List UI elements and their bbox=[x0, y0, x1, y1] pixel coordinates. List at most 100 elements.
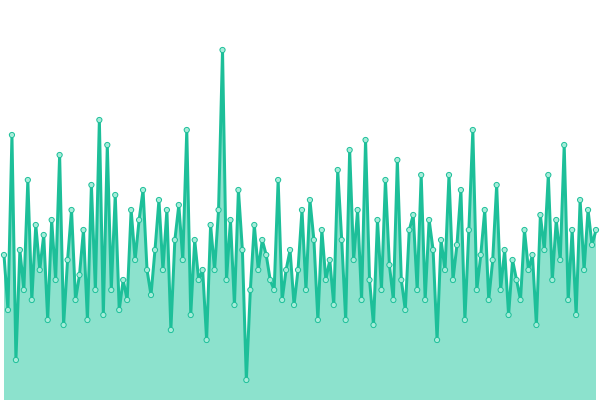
point bbox=[402, 306, 409, 314]
point bbox=[517, 296, 524, 304]
point bbox=[390, 296, 397, 304]
point bbox=[565, 296, 572, 304]
point bbox=[445, 171, 453, 179]
point bbox=[175, 201, 182, 209]
point bbox=[525, 266, 532, 274]
point bbox=[179, 256, 186, 264]
point bbox=[32, 221, 39, 229]
point bbox=[362, 136, 369, 144]
point bbox=[386, 261, 393, 269]
point bbox=[461, 316, 468, 324]
point bbox=[255, 266, 262, 274]
point bbox=[183, 126, 190, 134]
point bbox=[147, 291, 155, 299]
point bbox=[497, 286, 504, 294]
point bbox=[64, 256, 71, 264]
point bbox=[199, 266, 206, 274]
point bbox=[151, 246, 159, 254]
point bbox=[481, 206, 488, 214]
point bbox=[441, 266, 449, 274]
point bbox=[342, 316, 349, 324]
point bbox=[437, 236, 445, 244]
point bbox=[211, 266, 218, 274]
point bbox=[116, 306, 123, 314]
line bbox=[2, 48, 598, 382]
point bbox=[318, 226, 325, 234]
point bbox=[588, 241, 596, 249]
point bbox=[485, 296, 492, 304]
point bbox=[430, 246, 437, 254]
point bbox=[382, 176, 389, 184]
point bbox=[457, 186, 465, 194]
point bbox=[433, 336, 441, 344]
point bbox=[314, 316, 321, 324]
point bbox=[306, 196, 314, 204]
point bbox=[195, 276, 202, 284]
point bbox=[513, 276, 520, 284]
point bbox=[155, 196, 163, 204]
point bbox=[422, 296, 429, 304]
point bbox=[541, 246, 548, 254]
point bbox=[275, 176, 282, 184]
point bbox=[573, 311, 580, 319]
point bbox=[163, 206, 170, 214]
point bbox=[4, 306, 12, 314]
point bbox=[286, 246, 294, 254]
point bbox=[561, 141, 568, 149]
point bbox=[263, 251, 270, 259]
point bbox=[271, 286, 278, 294]
point bbox=[143, 266, 151, 274]
point bbox=[251, 221, 258, 229]
point bbox=[120, 276, 127, 284]
point bbox=[533, 321, 540, 329]
point bbox=[453, 241, 461, 249]
point bbox=[509, 256, 516, 264]
point bbox=[16, 246, 23, 254]
point bbox=[239, 246, 246, 254]
point bbox=[366, 276, 373, 284]
point bbox=[223, 276, 230, 284]
point bbox=[231, 301, 238, 309]
point bbox=[449, 276, 457, 284]
point bbox=[139, 186, 147, 194]
point bbox=[410, 211, 417, 219]
point bbox=[537, 211, 544, 219]
point bbox=[426, 216, 433, 224]
point bbox=[88, 181, 95, 189]
point bbox=[529, 251, 536, 259]
point bbox=[108, 286, 115, 294]
point bbox=[44, 316, 51, 324]
point bbox=[322, 276, 329, 284]
point bbox=[545, 171, 552, 179]
point bbox=[378, 286, 385, 294]
point bbox=[267, 276, 274, 284]
point bbox=[414, 286, 421, 294]
point bbox=[203, 336, 210, 344]
point bbox=[354, 206, 361, 214]
point bbox=[84, 316, 91, 324]
point bbox=[294, 266, 302, 274]
point bbox=[505, 311, 512, 319]
point bbox=[350, 256, 357, 264]
point bbox=[370, 321, 377, 329]
point bbox=[159, 266, 167, 274]
point bbox=[592, 226, 600, 234]
point bbox=[580, 266, 588, 274]
area bbox=[4, 50, 596, 400]
point bbox=[418, 171, 425, 179]
point bbox=[243, 376, 250, 384]
point bbox=[553, 216, 560, 224]
point bbox=[92, 286, 99, 294]
point bbox=[259, 236, 266, 244]
point bbox=[80, 226, 87, 234]
point bbox=[326, 256, 333, 264]
point bbox=[104, 141, 111, 149]
point bbox=[227, 216, 234, 224]
point bbox=[76, 271, 83, 279]
point bbox=[358, 296, 365, 304]
point bbox=[36, 266, 43, 274]
point bbox=[469, 126, 476, 134]
point bbox=[298, 206, 306, 214]
point bbox=[167, 326, 174, 334]
